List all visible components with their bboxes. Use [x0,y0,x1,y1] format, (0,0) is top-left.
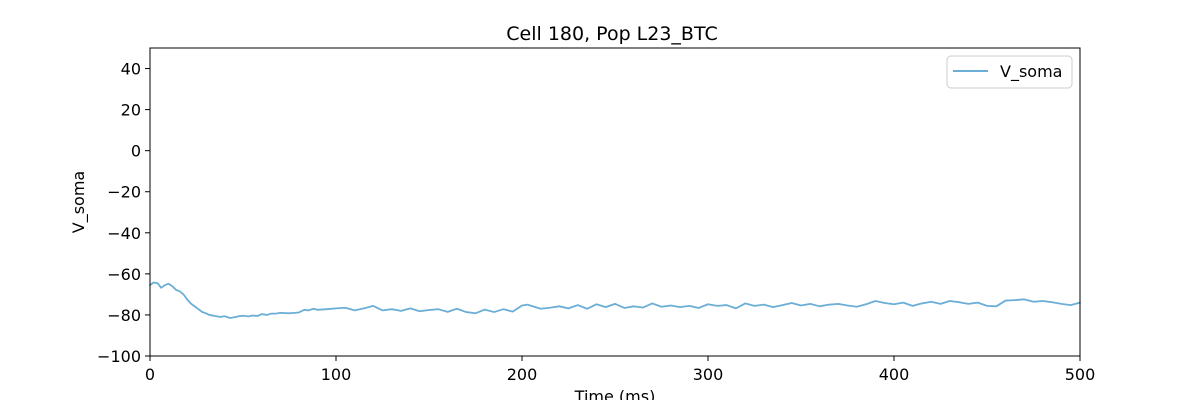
plot-area [149,47,1081,357]
y-tick-label: −20 [107,183,141,202]
chart-title: Cell 180, Pop L23_BTC [506,23,717,45]
plot-frame [149,47,1081,357]
y-tick-label: −80 [107,306,141,325]
x-tick-label: 300 [693,365,724,384]
series-layer [149,281,1081,319]
legend-label-v-soma: V_soma [1000,62,1062,82]
legend-box [946,55,1073,89]
x-axis-label: Time (ms) [574,387,656,400]
y-tick-label: 0 [131,142,141,161]
x-tick-label: 500 [1065,365,1096,384]
x-tick-label: 200 [507,365,538,384]
x-tick-label: 400 [879,365,910,384]
x-tick-label: 100 [321,365,352,384]
x-axis: 0 100 200 300 400 500 [145,356,1095,384]
x-tick-label: 0 [145,365,155,384]
y-tick-label: −60 [107,265,141,284]
y-tick-label: 40 [121,60,141,79]
y-axis-label: V_soma [69,171,89,233]
y-tick-label: −40 [107,224,141,243]
y-axis: −100 −80 −60 −40 −20 0 20 40 [97,60,150,366]
legend: V_soma [946,55,1073,89]
y-tick-label: −100 [97,347,141,366]
y-tick-label: 20 [121,101,141,120]
series-line-v-soma [149,281,1081,319]
